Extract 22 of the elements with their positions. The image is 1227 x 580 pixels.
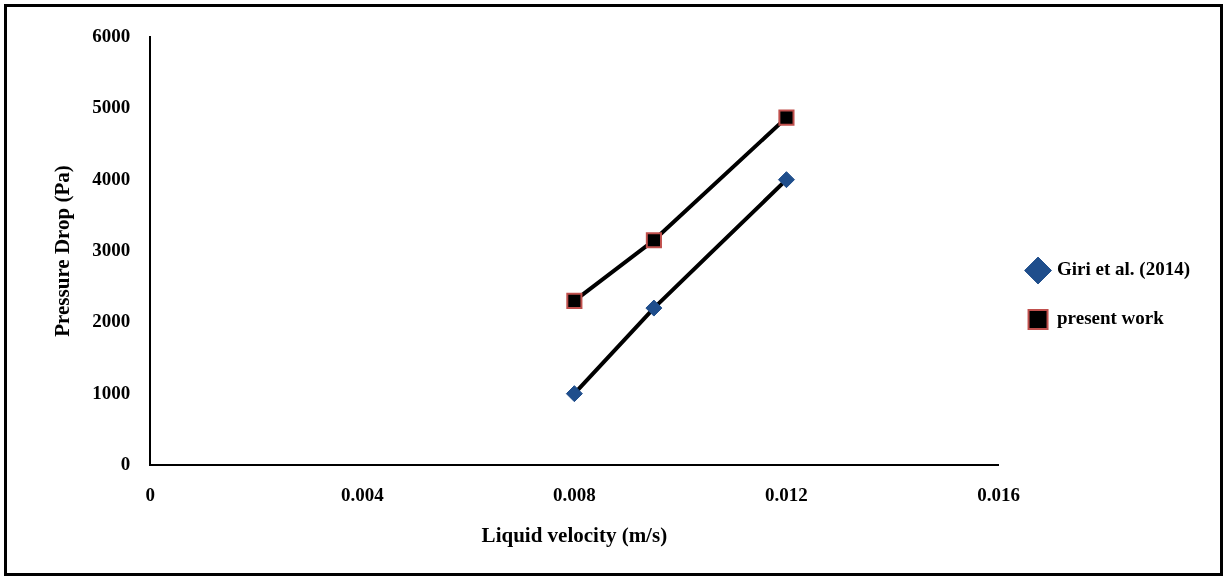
y-axis-title: Pressure Drop (Pa)	[50, 165, 75, 337]
point	[645, 299, 663, 317]
point	[777, 171, 795, 189]
point	[645, 232, 662, 249]
legend-label: Giri et al. (2014)	[1057, 258, 1191, 281]
y-tick-label: 3000	[92, 238, 131, 260]
point	[566, 292, 583, 309]
x-tick-label: 0.012	[765, 484, 808, 506]
x-tick-label: 0.016	[977, 484, 1020, 506]
x-axis-title: Liquid velocity (m/s)	[481, 522, 668, 547]
x-tick-label: 0.008	[552, 484, 596, 506]
y-tick-label: 6000	[92, 24, 131, 46]
x-tick-label: 0.004	[340, 484, 385, 506]
point	[778, 109, 795, 126]
y-tick-label: 4000	[92, 167, 131, 189]
y-tick-label: 2000	[92, 310, 131, 332]
point	[565, 385, 583, 403]
y-tick-label: 5000	[92, 96, 131, 118]
x-tick-label: 0	[145, 484, 155, 506]
y-tick-label: 1000	[92, 381, 131, 403]
legend-label: present work	[1057, 307, 1165, 329]
y-tick-label: 0	[120, 452, 131, 474]
